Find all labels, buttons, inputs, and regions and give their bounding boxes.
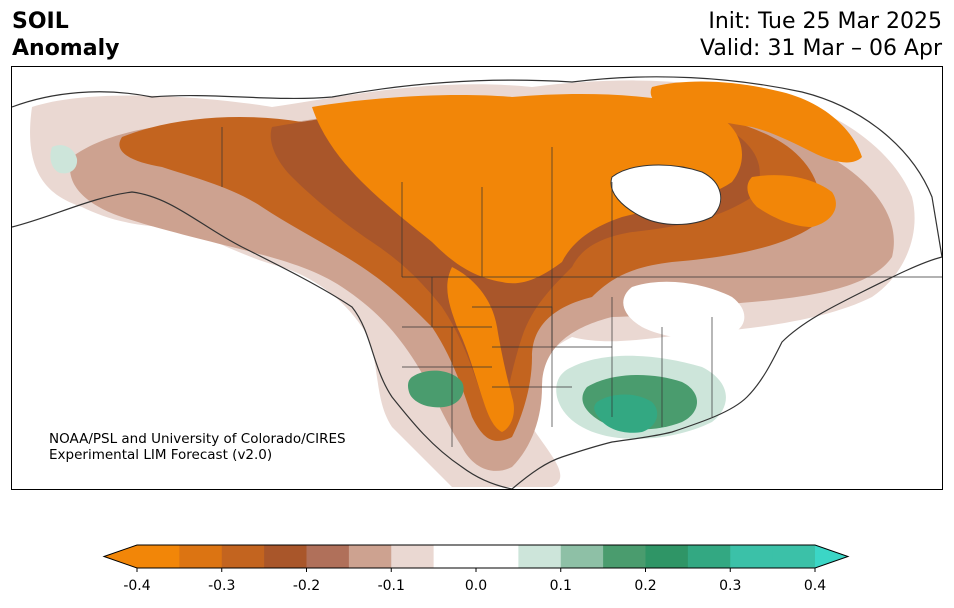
map-canvas: [12, 76, 942, 489]
valid-date: Valid: 31 Mar – 06 Apr: [700, 36, 942, 61]
colorbar-tick-label: 0.1: [549, 578, 572, 594]
colorbar-tick-label: -0.4: [123, 578, 151, 594]
coastline: [12, 76, 942, 489]
colorbar-segment: [645, 545, 689, 568]
init-date: Init: Tue 25 Mar 2025: [708, 9, 942, 34]
anomaly-region-orange-labrador: [747, 175, 836, 227]
anomaly-region-green-southwest: [408, 370, 464, 408]
colorbar-tick-label: 0.2: [634, 578, 657, 594]
title-line-2: Anomaly: [12, 36, 120, 61]
forecast-dates: Init: Tue 25 Mar 2025 Valid: 31 Mar – 06…: [700, 8, 942, 62]
title-line-1: SOIL: [12, 9, 69, 34]
colorbar-tick-label: -0.3: [208, 578, 236, 594]
anomaly-region-orange-rockies: [447, 267, 514, 432]
colorbar-segment: [518, 545, 562, 568]
colorbar-segment: [433, 545, 477, 568]
colorbar-segment: [560, 545, 604, 568]
credit-line-1: NOAA/PSL and University of Colorado/CIRE…: [49, 431, 346, 447]
colorbar-segment: [772, 545, 816, 568]
anomaly-region-teal: [594, 394, 658, 433]
colorbar-segment: [476, 545, 519, 568]
colorbar-tick-label: -0.1: [377, 578, 405, 594]
anomaly-map: [11, 66, 943, 490]
hudson-bay: [610, 164, 722, 225]
anomaly-region-green-alaska: [50, 145, 78, 174]
political-borders: [221, 127, 942, 447]
colorbar-tick-label: -0.2: [292, 578, 321, 594]
colorbar-segment: [730, 545, 774, 568]
colorbar-segment: [306, 545, 350, 568]
colorbar-tick-label: 0.3: [719, 578, 742, 594]
anomaly-region-orange-canada: [312, 94, 742, 284]
anomaly-region-orange-northeast: [650, 81, 862, 163]
colorbar-segment: [348, 545, 392, 568]
credit-text: NOAA/PSL and University of Colorado/CIRE…: [49, 431, 346, 463]
great-lakes-region: [623, 281, 745, 339]
colorbar-under-arrow: [104, 545, 137, 568]
colorbar-segment: [391, 545, 435, 568]
colorbar-segment: [687, 545, 731, 568]
colorbar-tick-label: 0.0: [464, 578, 488, 594]
colorbar-segment: [264, 545, 307, 568]
credit-line-2: Experimental LIM Forecast (v2.0): [49, 447, 273, 463]
map-title: SOIL Anomaly: [12, 8, 119, 62]
colorbar-segment: [221, 545, 265, 568]
colorbar-segment: [603, 545, 646, 568]
colorbar-segment: [137, 545, 180, 568]
colorbar-over-arrow: [815, 545, 848, 568]
colorbar-segment: [179, 545, 223, 568]
colorbar-tick-label: 0.4: [803, 578, 827, 594]
